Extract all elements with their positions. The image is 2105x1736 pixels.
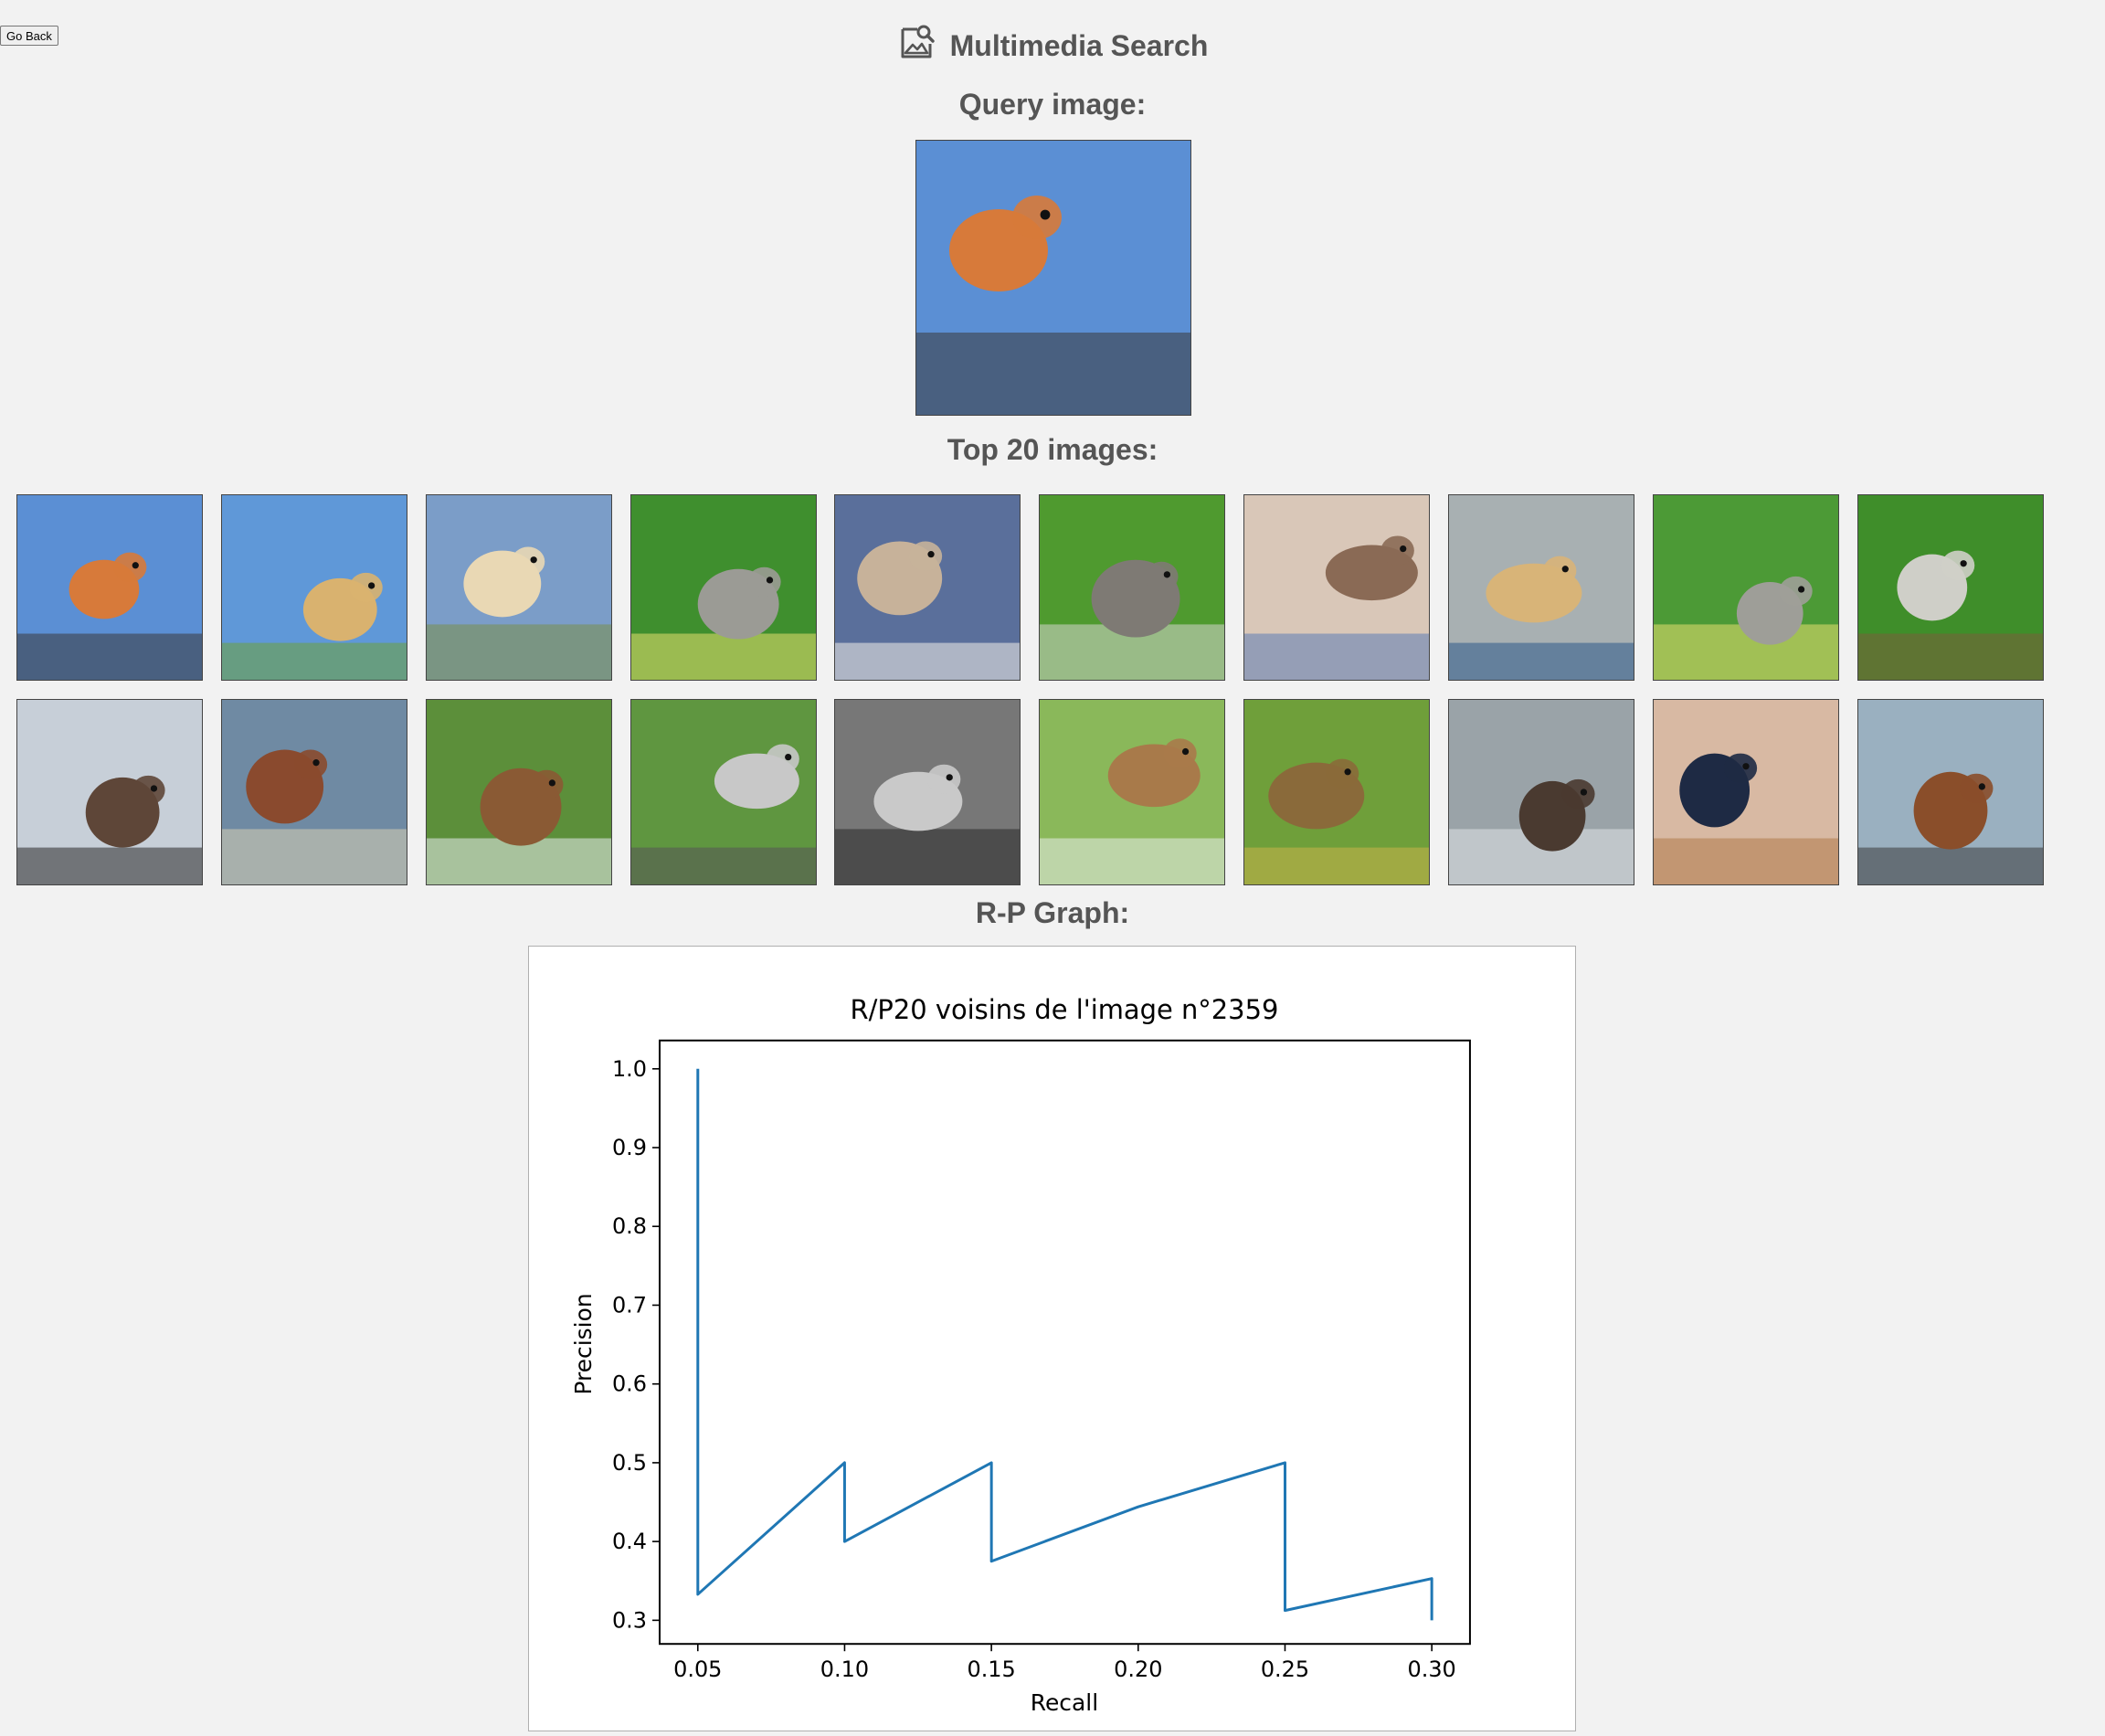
y-tick-label: 0.5 xyxy=(612,1450,647,1476)
graph-label: R-P Graph: xyxy=(975,896,1130,929)
y-tick-label: 0.9 xyxy=(612,1135,647,1160)
result-image-20[interactable] xyxy=(1857,699,2044,885)
result-image-7[interactable] xyxy=(1243,494,1430,681)
results-label: Top 20 images: xyxy=(947,433,1158,466)
result-image-14[interactable] xyxy=(630,699,817,885)
series-line-1 xyxy=(696,1068,1433,1621)
title-row: Multimedia Search xyxy=(897,20,1209,63)
result-image-10[interactable] xyxy=(1857,494,2044,681)
y-tick-label: 0.4 xyxy=(612,1529,647,1554)
result-image-17[interactable] xyxy=(1243,699,1430,885)
go-back-button[interactable]: Go Back xyxy=(0,26,58,46)
result-image-5[interactable] xyxy=(834,494,1021,681)
y-axis-label: Precision xyxy=(570,1293,597,1394)
result-image-18[interactable] xyxy=(1448,699,1634,885)
query-image xyxy=(915,140,1191,416)
result-image-4[interactable] xyxy=(630,494,817,681)
result-image-1[interactable] xyxy=(16,494,203,681)
x-tick-label: 0.25 xyxy=(1261,1657,1309,1682)
rp-graph: R/P20 voisins de l'image n°2359 Recall P… xyxy=(528,946,1576,1731)
plot-frame xyxy=(659,1039,1471,1646)
chart-title: R/P20 voisins de l'image n°2359 xyxy=(851,994,1279,1025)
x-axis-label: Recall xyxy=(1031,1689,1098,1716)
result-image-19[interactable] xyxy=(1653,699,1839,885)
result-image-3[interactable] xyxy=(426,494,612,681)
x-tick-label: 0.20 xyxy=(1114,1657,1162,1682)
page-title: Multimedia Search xyxy=(949,29,1209,62)
y-tick-label: 0.6 xyxy=(612,1371,647,1397)
result-image-6[interactable] xyxy=(1039,494,1225,681)
x-tick-label: 0.30 xyxy=(1408,1657,1456,1682)
y-tick-label: 0.3 xyxy=(612,1607,647,1633)
result-image-11[interactable] xyxy=(16,699,203,885)
x-tick-label: 0.15 xyxy=(967,1657,1015,1682)
result-image-2[interactable] xyxy=(221,494,407,681)
y-tick-label: 0.7 xyxy=(612,1292,647,1318)
query-label: Query image: xyxy=(958,88,1147,121)
result-image-13[interactable] xyxy=(426,699,612,885)
result-image-9[interactable] xyxy=(1653,494,1839,681)
result-image-15[interactable] xyxy=(834,699,1021,885)
y-tick-label: 0.8 xyxy=(612,1213,647,1239)
y-tick-label: 1.0 xyxy=(612,1056,647,1082)
result-image-12[interactable] xyxy=(221,699,407,885)
image-search-icon xyxy=(897,22,937,62)
x-tick-label: 0.10 xyxy=(820,1657,869,1682)
result-image-8[interactable] xyxy=(1448,494,1634,681)
x-tick-label: 0.05 xyxy=(673,1657,722,1682)
result-image-16[interactable] xyxy=(1039,699,1225,885)
page-header: Multimedia Search xyxy=(0,20,2105,67)
rp-chart-svg: R/P20 voisins de l'image n°2359 Recall P… xyxy=(570,994,1471,1716)
